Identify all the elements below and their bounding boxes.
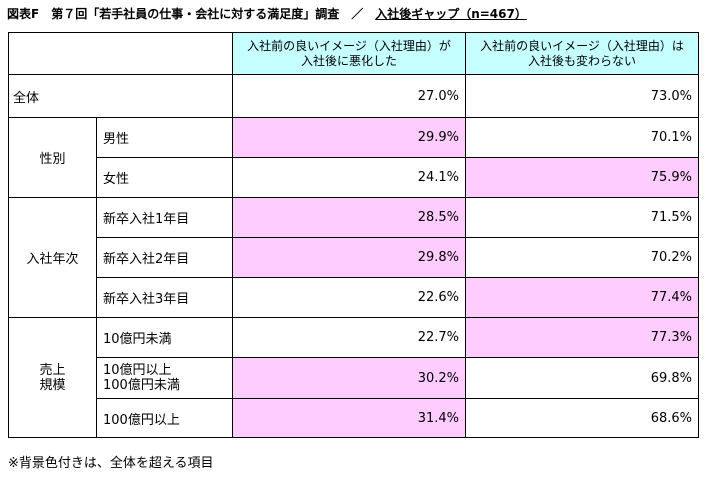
row-label: 男性	[96, 117, 233, 158]
table-row: 新卒入社3年目 22.6% 77.4%	[9, 277, 699, 318]
cell-worse: 29.8%	[232, 237, 466, 278]
cell-worse: 22.6%	[232, 277, 466, 318]
title-gap: 入社後ギャップ（n=467）	[375, 7, 527, 21]
title-prefix: 図表F 第７回「若手社員の仕事・会社に対する満足度」調査 ／	[7, 7, 376, 21]
table-row: 入社年次 新卒入社1年目 28.5% 71.5%	[8, 197, 699, 318]
cell-same: 70.2%	[465, 237, 699, 278]
table-row: 新卒入社2年目 29.8% 70.2%	[9, 237, 699, 278]
row-label: 100億円以上	[96, 398, 233, 438]
header-row: 入社前の良いイメージ（入社理由）が 入社後に悪化した 入社前の良いイメージ（入社…	[8, 32, 699, 75]
cell-worse: 28.5%	[232, 197, 466, 238]
table-row: 女性 24.1% 75.9%	[9, 157, 699, 198]
row-label: 女性	[96, 157, 233, 198]
survey-table: 入社前の良いイメージ（入社理由）が 入社後に悪化した 入社前の良いイメージ（入社…	[8, 32, 699, 438]
cell-worse: 24.1%	[232, 157, 466, 198]
row-label-all: 全体	[8, 74, 233, 118]
page-title: 図表F 第７回「若手社員の仕事・会社に対する満足度」調査 ／ 入社後ギャップ（n…	[7, 5, 527, 22]
cell-same: 75.9%	[465, 157, 699, 198]
cell-worse: 30.2%	[232, 357, 466, 399]
table-row: 100億円以上 31.4% 68.6%	[9, 398, 699, 438]
cell-all-worse: 27.0%	[232, 74, 466, 118]
cell-same: 71.5%	[465, 197, 699, 238]
header-worse: 入社前の良いイメージ（入社理由）が 入社後に悪化した	[232, 32, 466, 75]
cell-worse: 22.7%	[232, 317, 466, 358]
group-label-year: 入社年次	[8, 197, 97, 318]
table-row-all: 全体 27.0% 73.0%	[8, 74, 699, 118]
group-label-scale: 売上 規模	[8, 317, 97, 438]
row-label: 新卒入社1年目	[96, 197, 233, 238]
table-row: 10億円以上 100億円未満 30.2% 69.8%	[9, 357, 699, 399]
header-same: 入社前の良いイメージ（入社理由）は 入社後も変わらない	[465, 32, 699, 75]
cell-same: 69.8%	[465, 357, 699, 399]
cell-same: 68.6%	[465, 398, 699, 438]
row-label: 新卒入社2年目	[96, 237, 233, 278]
header-corner	[8, 32, 233, 75]
cell-all-same: 73.0%	[465, 74, 699, 118]
row-label: 新卒入社3年目	[96, 277, 233, 318]
row-label: 10億円以上 100億円未満	[96, 357, 233, 399]
footnote: ※背景色付きは、全体を超える項目	[8, 456, 214, 471]
row-label: 10億円未満	[96, 317, 233, 358]
table-row: 売上 規模 10億円未満 22.7% 77.3%	[8, 317, 699, 438]
cell-same: 77.4%	[465, 277, 699, 318]
cell-worse: 31.4%	[232, 398, 466, 438]
cell-same: 77.3%	[465, 317, 699, 358]
cell-same: 70.1%	[465, 117, 699, 158]
table-row: 性別 男性 29.9% 70.1%	[8, 117, 699, 198]
cell-worse: 29.9%	[232, 117, 466, 158]
group-label-gender: 性別	[8, 117, 97, 198]
